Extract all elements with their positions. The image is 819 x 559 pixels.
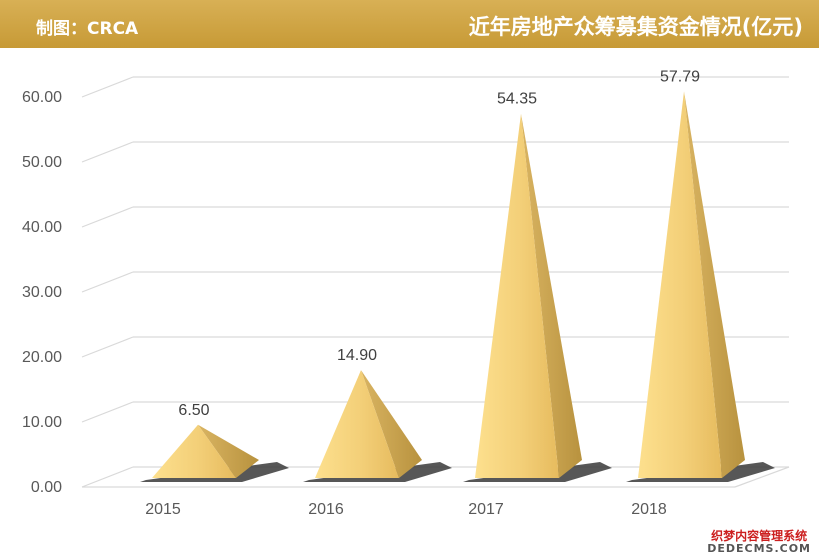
bar-2017 [475, 113, 559, 478]
bar-side-2016 [361, 370, 422, 478]
gridline-diagonal [81, 206, 134, 228]
data-label: 57.79 [660, 68, 700, 85]
gridline-diagonal [81, 76, 134, 98]
bar-2016 [315, 370, 399, 478]
y-tick-label: 40.00 [22, 219, 62, 236]
watermark-line2: DEDECMS.COM [707, 541, 811, 555]
bar-side-2015 [198, 424, 259, 478]
gridline-diagonal [81, 401, 134, 423]
bar-2015 [152, 424, 236, 478]
bar-2018 [638, 91, 722, 479]
header-bar: 制图：CRCA 近年房地产众筹募集资金情况(亿元) [0, 0, 819, 48]
x-tick-label: 2018 [631, 501, 667, 518]
gridline-diagonal [81, 141, 134, 163]
y-tick-label: 10.00 [22, 414, 62, 431]
y-tick-label: 50.00 [22, 154, 62, 171]
data-label: 14.90 [337, 347, 377, 364]
watermark-line1: 织梦内容管理系统 [711, 528, 808, 543]
chart-credit: 制图：CRCA [36, 19, 139, 39]
bar-side-2018 [684, 91, 745, 479]
bar-side-2017 [521, 113, 582, 478]
y-tick-label: 0.00 [31, 479, 62, 496]
x-tick-label: 2017 [468, 501, 504, 518]
x-tick-label: 2016 [308, 501, 344, 518]
x-tick-label: 2015 [145, 501, 181, 518]
y-tick-label: 60.00 [22, 89, 62, 106]
y-tick-label: 30.00 [22, 284, 62, 301]
gridline-diagonal [81, 336, 134, 358]
gridline-diagonal [81, 271, 134, 293]
watermark: 织梦内容管理系统 DEDECMS.COM [707, 528, 811, 555]
y-tick-label: 20.00 [22, 349, 62, 366]
floor-right-edge [734, 466, 790, 488]
pyramid-chart: 0.00 10.00 20.00 30.00 40.00 50.00 60.00 2015 20… [22, 68, 790, 518]
data-label: 54.35 [497, 91, 537, 108]
chart-title: 近年房地产众筹募集资金情况(亿元) [468, 15, 803, 39]
data-label: 6.50 [178, 402, 209, 419]
gridline-diagonal [81, 466, 134, 488]
